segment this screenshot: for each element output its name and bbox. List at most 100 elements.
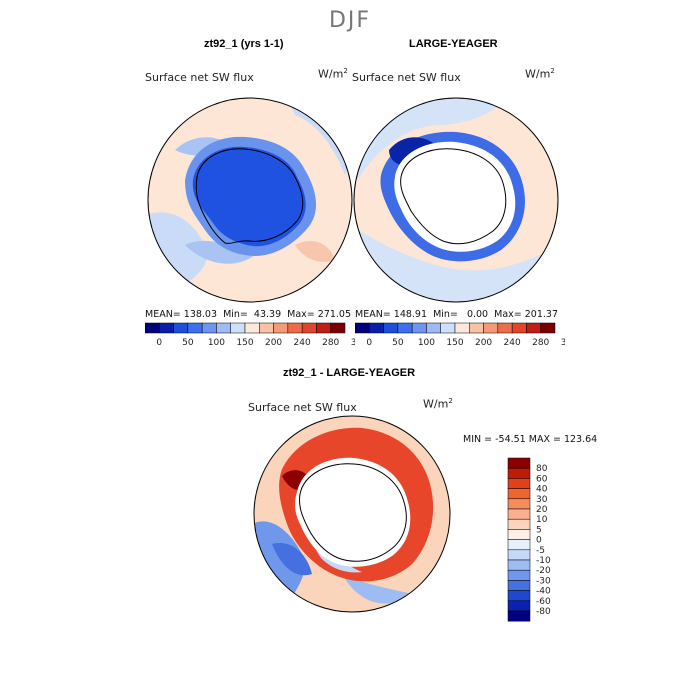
- left-colorbar-tick-label: 280: [322, 338, 339, 348]
- diff-colorbar-swatch-10: [507, 559, 531, 571]
- left-colorbar-tick-label: 150: [236, 338, 253, 348]
- diff-colorbar-tick-label: -20: [536, 566, 551, 576]
- left-map-region-blue-s: [185, 240, 255, 264]
- left-colorbar-swatch-3: [187, 322, 203, 334]
- diff-colorbar-swatch-3: [507, 488, 531, 500]
- diff-colorbar-swatch-14: [507, 600, 531, 612]
- left-polar-map: [147, 97, 353, 303]
- right-colorbar-swatch-7: [454, 322, 470, 334]
- left-colorbar-swatch-12: [316, 322, 331, 334]
- diff-colorbar-tick-label: 20: [536, 505, 548, 515]
- diff-colorbar-swatch-7: [507, 529, 531, 540]
- diff-map-region-blue-s: [342, 574, 412, 604]
- left-map-region-salmon-se: [295, 240, 335, 262]
- diff-stats: MIN = -54.51 MAX = 123.64: [463, 434, 598, 445]
- left-colorbar-swatch-8: [259, 322, 274, 334]
- diff-map-light-blue-inner: [311, 524, 362, 573]
- left-map-boundary: [147, 97, 353, 303]
- diff-colorbar-swatch-12: [507, 580, 531, 591]
- right-colorbar-tick-label: 320: [561, 338, 565, 348]
- diff-variable-label: Surface net SW flux: [248, 401, 357, 414]
- diff-colorbar-tick-label: 60: [536, 474, 548, 484]
- diff-colorbar-swatch-4: [507, 498, 531, 510]
- right-colorbar-swatch-3: [397, 322, 413, 334]
- diff-colorbar-tick-label: 40: [536, 485, 548, 495]
- right-colorbar-swatch-0: [355, 322, 370, 334]
- right-colorbar-tick-label: 280: [532, 338, 549, 348]
- right-colorbar-swatch-4: [411, 322, 427, 334]
- left-colorbar-swatch-7: [244, 322, 260, 334]
- diff-colorbar-tick-label: 10: [536, 515, 548, 525]
- diff-colorbar-tick-label: 0: [536, 536, 542, 546]
- right-colorbar-tick-label: 200: [475, 338, 492, 348]
- right-colorbar-swatch-6: [440, 322, 456, 334]
- right-map-region-light-blue-s: [354, 225, 558, 302]
- left-panel-title: zt92_1 (yrs 1-1): [204, 38, 284, 50]
- diff-colorbar-tick-label: -80: [536, 607, 551, 617]
- diff-map-antarctica-mask: [295, 457, 411, 567]
- left-colorbar-swatch-6: [230, 322, 246, 334]
- left-colorbar-tick-label: 200: [265, 338, 282, 348]
- left-colorbar-tick-label: 240: [294, 338, 311, 348]
- diff-colorbar-tick-label: 30: [536, 495, 548, 505]
- left-colorbar-tick-label: 320: [351, 338, 355, 348]
- right-colorbar-tick-label: 100: [418, 338, 435, 348]
- right-stats: MEAN= 148.91 Min= 0.00 Max= 201.37: [355, 309, 558, 320]
- diff-map-region-darker-blue-sw: [272, 543, 312, 576]
- right-variable-label: Surface net SW flux: [352, 71, 461, 84]
- diff-colorbar-swatch-5: [507, 508, 531, 520]
- right-colorbar-tick-label: 0: [366, 338, 372, 348]
- left-colorbar-tick-label: 100: [208, 338, 225, 348]
- right-colorbar-swatch-9: [483, 322, 499, 334]
- left-colorbar-swatch-10: [287, 322, 303, 334]
- right-colorbar-swatch-5: [426, 322, 441, 334]
- right-colorbar-swatch-11: [511, 322, 527, 334]
- diff-colorbar-swatch-6: [507, 518, 531, 530]
- left-colorbar-swatch-4: [201, 322, 217, 334]
- right-colorbar-swatch-12: [526, 322, 541, 334]
- left-map-antarctica-fill: [192, 146, 306, 247]
- right-colorbar-swatch-13: [540, 322, 556, 334]
- diff-colorbar-swatch-11: [507, 569, 531, 581]
- right-map-antarctica-mask: [394, 141, 516, 252]
- diff-colorbar-tick-label: -40: [536, 587, 551, 597]
- diff-colorbar-tick-label: -30: [536, 576, 551, 586]
- diff-colorbar-tick-label: -10: [536, 556, 551, 566]
- left-colorbar-tick-label: 0: [156, 338, 162, 348]
- diff-polar-map: [253, 415, 451, 613]
- left-colorbar-swatch-13: [330, 322, 346, 334]
- right-colorbar-swatch-1: [369, 322, 384, 334]
- diff-colorbar-swatch-13: [507, 590, 531, 602]
- diff-colorbar-tick-label: 5: [536, 525, 542, 535]
- left-colorbar-swatch-9: [273, 322, 289, 334]
- diff-colorbar-swatch-8: [507, 539, 531, 551]
- diff-colorbar-tick-label: -5: [536, 546, 545, 556]
- left-colorbar-swatch-1: [159, 322, 174, 334]
- season-title: DJF: [328, 8, 372, 33]
- right-colorbar-swatch-10: [497, 322, 513, 334]
- left-stats: MEAN= 138.03 Min= 43.39 Max= 271.05: [145, 309, 352, 320]
- right-colorbar-swatch-2: [383, 322, 399, 334]
- diff-units-label: W/m2: [423, 397, 453, 411]
- left-colorbar-swatch-2: [173, 322, 189, 334]
- left-antarctica-coastline: [195, 148, 304, 244]
- diff-colorbar-swatch-15: [507, 610, 531, 622]
- left-colorbar-swatch-11: [301, 322, 317, 334]
- left-colorbar: 0 50 100 150 200 240 280 320: [145, 322, 355, 348]
- right-colorbar: 0 50 100 150 200 240 280 320: [355, 322, 565, 348]
- right-units-label: W/m2: [525, 67, 555, 81]
- diff-colorbar-tick-label: 80: [536, 464, 548, 474]
- left-colorbar-tick-label: 50: [182, 338, 194, 348]
- left-units-label: W/m2: [318, 67, 348, 81]
- right-colorbar-tick-label: 240: [504, 338, 521, 348]
- right-polar-map: [353, 97, 559, 303]
- diff-colorbar-swatch-2: [507, 478, 531, 489]
- right-map-boundary: [353, 97, 559, 303]
- right-colorbar-tick-label: 150: [446, 338, 463, 348]
- right-colorbar-swatch-8: [469, 322, 484, 334]
- left-variable-label: Surface net SW flux: [145, 71, 254, 84]
- right-panel-title: LARGE-YEAGER: [409, 38, 498, 50]
- right-antarctica-coastline: [400, 148, 507, 245]
- diff-antarctica-coastline: [299, 463, 407, 562]
